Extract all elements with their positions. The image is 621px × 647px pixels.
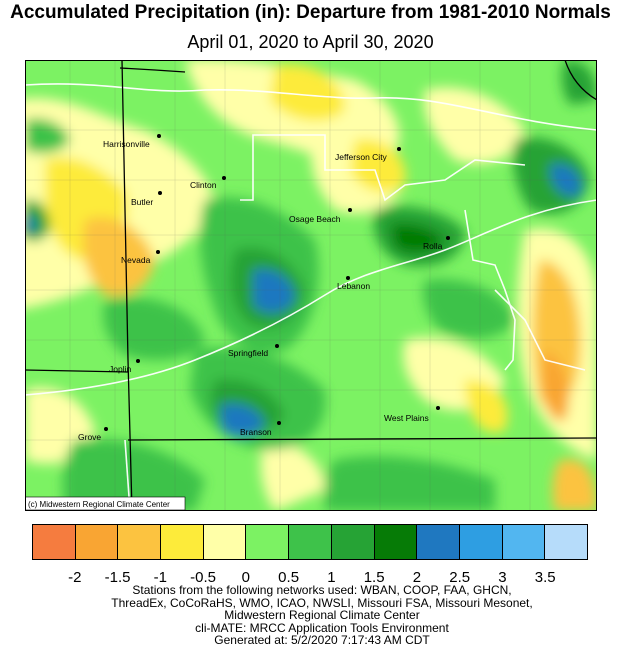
legend-swatch (289, 525, 332, 559)
legend-tick-label: 2.5 (449, 569, 471, 586)
color-legend (32, 524, 588, 560)
city-label-harrisonville: Harrisonville (103, 139, 150, 149)
legend-tick-label: -1 (153, 569, 167, 586)
footer-line: ThreadEx, CoCoRaHS, WMO, ICAO, NWSLI, Mi… (111, 595, 533, 610)
legend-swatch (33, 525, 76, 559)
legend-tick-label: 1.5 (363, 569, 385, 586)
date-range-subtitle: April 01, 2020 to April 30, 2020 (187, 32, 434, 52)
legend-tick-label: -2 (68, 569, 82, 586)
footer-line: Generated at: 5/2/2020 7:17:43 AM CDT (214, 633, 430, 647)
legend-tick-label: 0.5 (278, 569, 300, 586)
legend-swatch (502, 525, 546, 559)
legend-tick-label: 3.5 (534, 569, 556, 586)
legend-swatch (459, 525, 503, 559)
city-label-west-plains: West Plains (384, 413, 429, 423)
city-label-rolla: Rolla (423, 241, 443, 251)
legend-tick-label: 3 (498, 569, 507, 586)
city-label-jefferson-city: Jefferson City (335, 152, 388, 162)
legend-swatch (545, 525, 587, 559)
map-title: Accumulated Precipitation (in): Departur… (10, 2, 611, 23)
legend-swatch (161, 525, 204, 559)
legend-tick-label: 0 (241, 569, 251, 586)
footer-line: Midwestern Regional Climate Center (224, 608, 420, 622)
legend-swatch (75, 525, 119, 559)
city-label-nevada: Nevada (121, 255, 151, 265)
city-label-grove: Grove (78, 432, 101, 442)
legend-tick-label: 1 (327, 569, 336, 586)
city-label-lebanon: Lebanon (337, 281, 370, 291)
legend-swatch (331, 525, 375, 559)
footer-line: cli-MATE: MRCC Application Tools Environ… (195, 620, 449, 635)
legend-swatch (246, 525, 290, 559)
footer-notes: Stations from the following networks use… (62, 584, 582, 647)
legend-tick-label: -1.5 (104, 569, 131, 586)
city-label-joplin: Joplin (109, 364, 131, 374)
legend-swatch (374, 525, 418, 559)
legend-tick-label: 2 (412, 569, 422, 586)
legend-swatch (417, 525, 460, 559)
city-label-osage-beach: Osage Beach (289, 214, 341, 224)
city-label-springfield: Springfield (228, 348, 268, 358)
legend-swatch (203, 525, 247, 559)
city-label-butler: Butler (131, 197, 153, 207)
city-label-branson: Branson (240, 427, 272, 437)
credit-text: (c) Midwestern Regional Climate Center (28, 500, 170, 509)
footer-line: Stations from the following networks use… (132, 583, 512, 597)
precipitation-map: Harrisonville Clinton Butler Jefferson C… (25, 60, 597, 511)
city-label-clinton: Clinton (190, 180, 217, 190)
legend-tick-label: -0.5 (190, 569, 216, 586)
legend-swatch (118, 525, 162, 559)
